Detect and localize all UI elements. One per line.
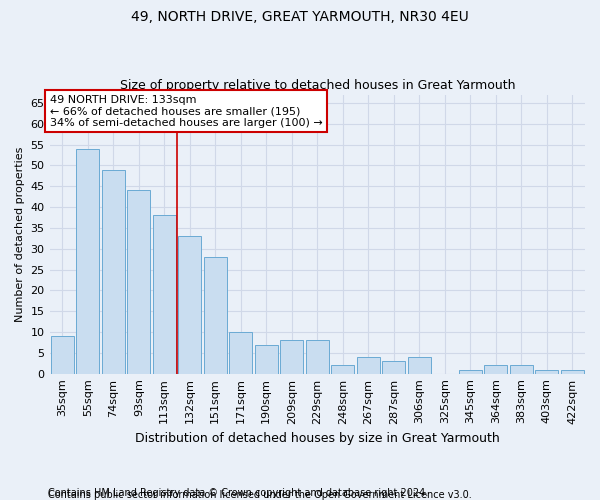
Text: Contains HM Land Registry data © Crown copyright and database right 2024.: Contains HM Land Registry data © Crown c… — [48, 488, 428, 498]
Bar — [51, 336, 74, 374]
Bar — [510, 366, 533, 374]
Bar — [306, 340, 329, 374]
Text: Contains public sector information licensed under the Open Government Licence v3: Contains public sector information licen… — [48, 490, 472, 500]
Bar — [561, 370, 584, 374]
Bar — [204, 257, 227, 374]
Bar — [331, 366, 354, 374]
Bar — [76, 148, 99, 374]
Bar — [280, 340, 303, 374]
Bar — [459, 370, 482, 374]
Bar — [382, 361, 405, 374]
Bar — [229, 332, 252, 374]
Bar — [535, 370, 558, 374]
X-axis label: Distribution of detached houses by size in Great Yarmouth: Distribution of detached houses by size … — [135, 432, 500, 445]
Bar — [102, 170, 125, 374]
Bar — [127, 190, 150, 374]
Title: Size of property relative to detached houses in Great Yarmouth: Size of property relative to detached ho… — [119, 79, 515, 92]
Text: 49, NORTH DRIVE, GREAT YARMOUTH, NR30 4EU: 49, NORTH DRIVE, GREAT YARMOUTH, NR30 4E… — [131, 10, 469, 24]
Bar — [178, 236, 201, 374]
Bar — [153, 216, 176, 374]
Bar — [357, 357, 380, 374]
Bar — [408, 357, 431, 374]
Bar — [484, 366, 507, 374]
Y-axis label: Number of detached properties: Number of detached properties — [15, 146, 25, 322]
Text: 49 NORTH DRIVE: 133sqm
← 66% of detached houses are smaller (195)
34% of semi-de: 49 NORTH DRIVE: 133sqm ← 66% of detached… — [50, 94, 322, 128]
Bar — [255, 344, 278, 374]
